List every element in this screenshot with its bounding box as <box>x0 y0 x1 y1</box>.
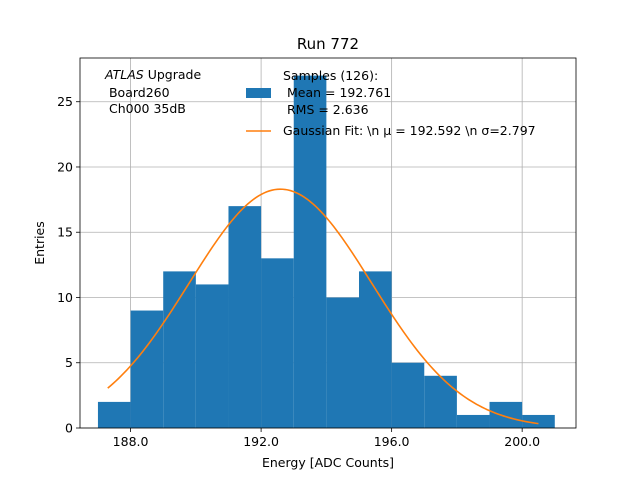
y-tick-label: 0 <box>65 421 73 436</box>
x-tick-label: 188.0 <box>113 434 149 449</box>
histogram-bar <box>326 297 359 428</box>
legend-hist-label-line3: RMS = 2.636 <box>283 102 369 117</box>
legend-hist-label-line2: Mean = 192.761 <box>283 85 391 100</box>
legend-hist-label-line1: Samples (126): <box>283 68 378 83</box>
histogram-bar <box>228 206 262 428</box>
x-tick-label: 192.0 <box>243 434 279 449</box>
x-tick-label: 200.0 <box>504 434 540 449</box>
gaussian-fit-layer <box>107 188 539 425</box>
histogram-bar <box>359 271 392 428</box>
histogram-bar <box>489 401 523 428</box>
y-tick-label: 20 <box>57 159 73 174</box>
axes-frame <box>79 57 577 429</box>
x-axis-label: Energy [ADC Counts] <box>262 455 394 470</box>
histogram-bar <box>391 362 425 428</box>
chart-title: Run 772 <box>297 35 359 53</box>
histogram-bar <box>424 375 457 428</box>
legend: Samples (126): Mean = 192.761 RMS = 2.63… <box>246 68 536 138</box>
histogram-bar <box>261 258 294 428</box>
y-tick-label: 25 <box>57 94 73 109</box>
channel-annotation: Ch000 35dB <box>105 101 186 116</box>
y-tick-label: 15 <box>57 225 73 240</box>
gaussian-fit-curve <box>107 188 539 425</box>
histogram-bar <box>163 271 196 428</box>
y-tick-label: 10 <box>57 290 73 305</box>
histogram-bar <box>522 414 555 428</box>
histogram-bar <box>456 414 490 428</box>
histogram-bar <box>195 284 229 428</box>
upgrade-label: Upgrade <box>144 67 202 82</box>
y-tick-label: 5 <box>65 355 73 370</box>
tick-layer: 188.0 192.0 196.0 200.0 0 5 10 15 20 25 <box>57 94 540 449</box>
histogram-bar <box>293 75 327 428</box>
atlas-annotation-line1: ATLAS Upgrade <box>104 67 201 82</box>
histogram-bars <box>97 75 555 428</box>
histogram-bar <box>130 310 164 428</box>
y-axis-label: Entries <box>32 221 47 265</box>
x-tick-label: 196.0 <box>374 434 410 449</box>
legend-hist-swatch <box>246 88 271 98</box>
board-annotation: Board260 <box>105 85 170 100</box>
histogram-bar <box>97 401 131 428</box>
atlas-label: ATLAS <box>104 67 144 82</box>
legend-fit-label: Gaussian Fit: \n μ = 192.592 \n σ=2.797 <box>283 123 536 138</box>
